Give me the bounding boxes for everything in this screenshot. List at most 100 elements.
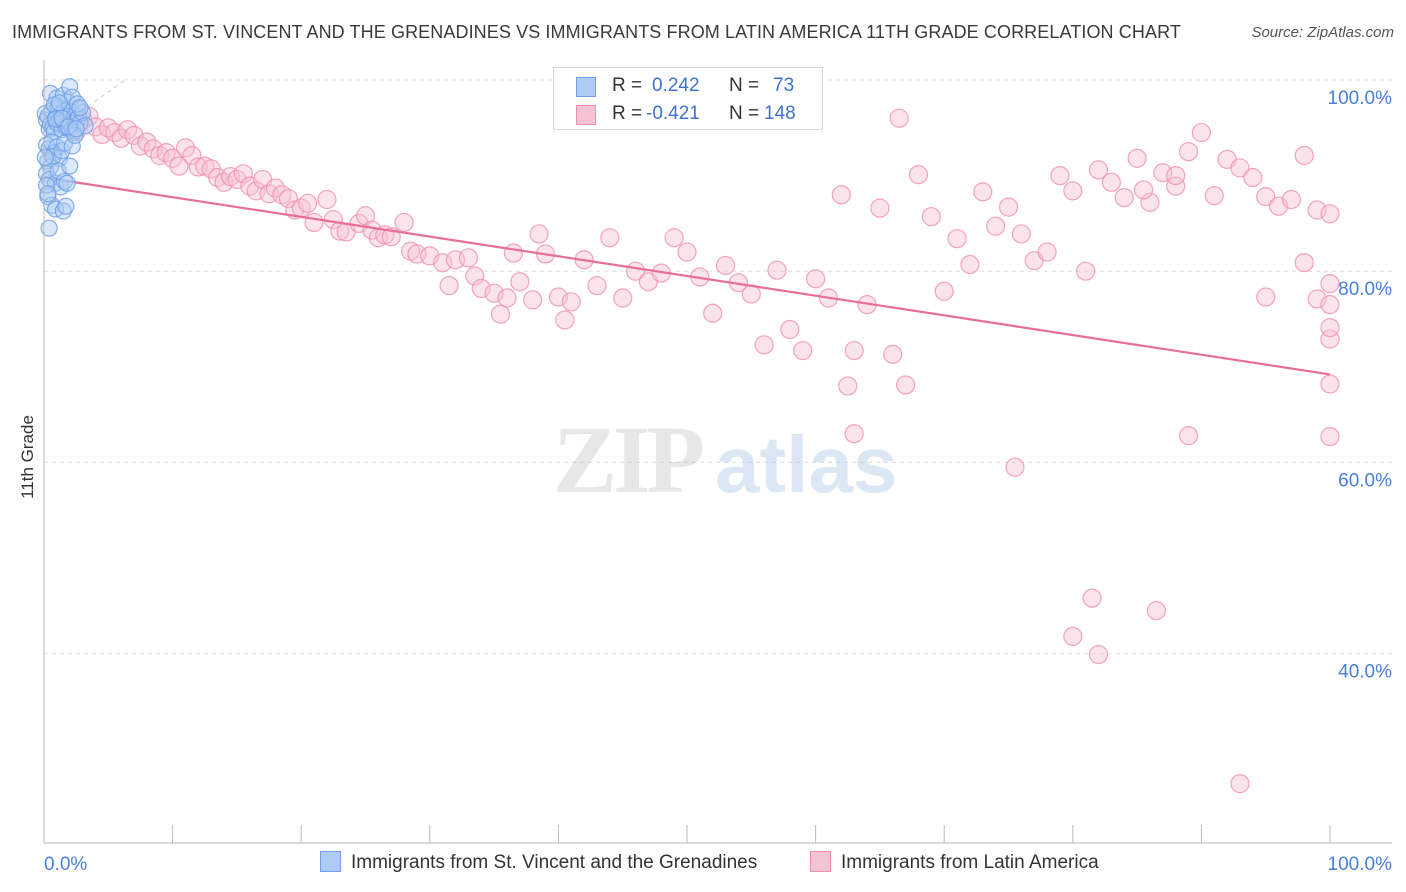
n-label: N = bbox=[729, 75, 760, 96]
pink-swatch bbox=[576, 105, 596, 125]
pink-point bbox=[793, 340, 813, 361]
r-value-pink: -0.421 bbox=[646, 103, 700, 124]
pink-point bbox=[548, 287, 569, 307]
blue-point bbox=[40, 219, 58, 237]
pink-point bbox=[1127, 148, 1147, 168]
pink-point bbox=[973, 182, 993, 202]
blue-swatch bbox=[320, 851, 341, 872]
pink-point bbox=[908, 165, 929, 185]
chart-title: IMMIGRANTS FROM ST. VINCENT AND THE GREN… bbox=[12, 22, 1181, 42]
pink-point bbox=[1320, 426, 1340, 447]
r-label: R = bbox=[612, 75, 643, 96]
pink-point bbox=[1088, 644, 1109, 665]
blue-point bbox=[61, 78, 79, 96]
tick-labels: 100.0% 80.0% 60.0% 40.0% 0.0% 100.0% bbox=[44, 88, 1392, 875]
pink-point bbox=[490, 304, 511, 324]
blue-point bbox=[39, 185, 57, 203]
blue-point bbox=[53, 109, 71, 127]
pink-point bbox=[471, 278, 491, 299]
blue-point bbox=[55, 172, 74, 190]
pink-point bbox=[1256, 287, 1276, 307]
pink-point bbox=[298, 193, 318, 213]
pink-point bbox=[1320, 329, 1340, 349]
pink-point bbox=[1037, 242, 1057, 262]
pink-point bbox=[1166, 166, 1186, 186]
pink-point bbox=[523, 290, 543, 310]
pink-point bbox=[1204, 186, 1224, 206]
blue-point bbox=[58, 174, 76, 192]
pink-point bbox=[1294, 252, 1314, 273]
pink-point bbox=[1101, 172, 1121, 192]
blue-point bbox=[63, 137, 81, 155]
pink-point bbox=[1243, 167, 1263, 188]
pink-point bbox=[1140, 192, 1160, 212]
r-value-blue: 0.242 bbox=[652, 75, 700, 96]
pink-point bbox=[503, 243, 523, 263]
pink-point bbox=[278, 188, 298, 209]
pink-point bbox=[1166, 176, 1186, 196]
pink-point bbox=[844, 424, 864, 444]
pink-point bbox=[838, 376, 858, 396]
n-value-blue: 73 bbox=[773, 75, 795, 96]
pink-point bbox=[355, 206, 376, 226]
pink-point bbox=[921, 207, 941, 227]
pink-point bbox=[233, 164, 253, 184]
pink-point bbox=[163, 148, 183, 168]
pink-point bbox=[1320, 274, 1340, 294]
pink-point bbox=[1281, 189, 1302, 210]
stats-row-blue: R = 0.242 N = 73 bbox=[554, 73, 822, 101]
r-label: R = bbox=[612, 103, 643, 124]
blue-point bbox=[54, 202, 72, 220]
pink-point bbox=[600, 228, 620, 248]
blue-point bbox=[46, 110, 65, 128]
blue-point bbox=[50, 94, 69, 112]
pink-point bbox=[169, 156, 189, 176]
pink-point bbox=[587, 275, 607, 296]
pink-point bbox=[1050, 166, 1070, 186]
pink-point bbox=[715, 255, 736, 276]
pink-point bbox=[677, 242, 697, 262]
pink-point bbox=[883, 344, 903, 364]
axes bbox=[43, 60, 1392, 844]
pink-point bbox=[465, 266, 485, 286]
pink-point bbox=[1178, 426, 1199, 446]
pink-point bbox=[1320, 295, 1340, 315]
legend-label-blue: Immigrants from St. Vincent and the Gren… bbox=[351, 852, 758, 873]
pink-point bbox=[1230, 774, 1250, 794]
blue-point bbox=[61, 157, 79, 175]
legend-label-pink: Immigrants from Latin America bbox=[841, 852, 1099, 873]
pink-point bbox=[529, 224, 549, 244]
legend-item-blue: Immigrants from St. Vincent and the Gren… bbox=[320, 851, 757, 877]
blue-point bbox=[36, 148, 54, 167]
pink-point bbox=[613, 288, 633, 308]
blue-point bbox=[37, 176, 56, 194]
chart-source: Source: ZipAtlas.com bbox=[1251, 24, 1394, 41]
pink-point bbox=[1320, 318, 1340, 338]
pink-point bbox=[1307, 200, 1327, 220]
stats-legend: R = 0.242 N = 73 R = -0.421 N = 148 bbox=[553, 67, 823, 130]
y-tick-label: 100.0% bbox=[1328, 88, 1393, 109]
pink-point bbox=[896, 375, 916, 395]
y-axis-title: 11th Grade bbox=[18, 415, 37, 499]
pink-point bbox=[561, 292, 581, 312]
pink-point bbox=[844, 340, 864, 361]
pink-point bbox=[767, 260, 787, 280]
pink-point bbox=[497, 288, 517, 308]
watermark: ZIP atlas bbox=[553, 406, 897, 513]
series-st-vincent bbox=[36, 78, 126, 237]
pink-point bbox=[394, 212, 414, 233]
pink-point bbox=[182, 145, 202, 166]
pink-point bbox=[1088, 160, 1109, 180]
pink-point bbox=[780, 319, 800, 340]
pink-trend-line bbox=[43, 176, 1331, 376]
pink-point bbox=[947, 229, 967, 249]
blue-point bbox=[66, 126, 84, 145]
pink-point bbox=[805, 269, 826, 289]
pink-point bbox=[1320, 204, 1340, 224]
pink-point bbox=[1146, 600, 1166, 621]
pink-point bbox=[934, 281, 954, 301]
pink-point bbox=[1011, 224, 1031, 244]
pink-swatch bbox=[810, 851, 831, 872]
blue-point bbox=[71, 99, 89, 117]
pink-point bbox=[870, 198, 890, 218]
